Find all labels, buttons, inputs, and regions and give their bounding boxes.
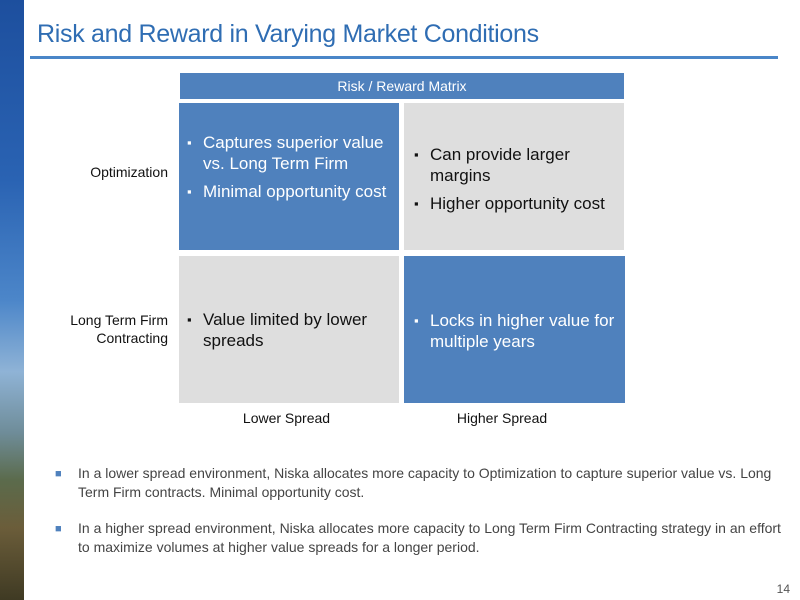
list-item: Value limited by lower spreads bbox=[187, 309, 391, 351]
cell-optimization-lower-spread: Captures superior value vs. Long Term Fi… bbox=[179, 103, 399, 250]
row-label-long-term-firm: Long Term Firm Contracting bbox=[70, 312, 168, 346]
bullet-square-icon: ■ bbox=[55, 523, 62, 535]
page-number: 14 bbox=[776, 582, 790, 596]
note-text: In a lower spread environment, Niska all… bbox=[78, 465, 772, 500]
cell-optimization-higher-spread: Can provide larger margins Higher opport… bbox=[404, 103, 624, 250]
note-item: ■ In a lower spread environment, Niska a… bbox=[55, 464, 790, 502]
matrix-header: Risk / Reward Matrix bbox=[180, 73, 624, 99]
note-text: In a higher spread environment, Niska al… bbox=[78, 520, 781, 555]
list-item: Captures superior value vs. Long Term Fi… bbox=[187, 132, 391, 174]
row-label-optimization: Optimization bbox=[90, 164, 168, 180]
col-label-higher-spread: Higher Spread bbox=[456, 410, 548, 426]
list-item: Higher opportunity cost bbox=[414, 193, 616, 214]
cell-long-term-firm-lower-spread: Value limited by lower spreads bbox=[179, 256, 399, 403]
note-item: ■ In a higher spread environment, Niska … bbox=[55, 519, 790, 557]
list-item: Locks in higher value for multiple years bbox=[414, 310, 617, 352]
notes-list: ■ In a lower spread environment, Niska a… bbox=[55, 464, 790, 574]
col-label-lower-spread: Lower Spread bbox=[242, 410, 331, 426]
cell-long-term-firm-higher-spread: Locks in higher value for multiple years bbox=[404, 256, 625, 403]
list-item: Minimal opportunity cost bbox=[187, 181, 391, 202]
title-divider bbox=[30, 56, 778, 59]
decorative-landscape-strip bbox=[0, 0, 24, 600]
page-title: Risk and Reward in Varying Market Condit… bbox=[37, 20, 539, 48]
list-item: Can provide larger margins bbox=[414, 144, 616, 186]
bullet-square-icon: ■ bbox=[55, 468, 62, 480]
